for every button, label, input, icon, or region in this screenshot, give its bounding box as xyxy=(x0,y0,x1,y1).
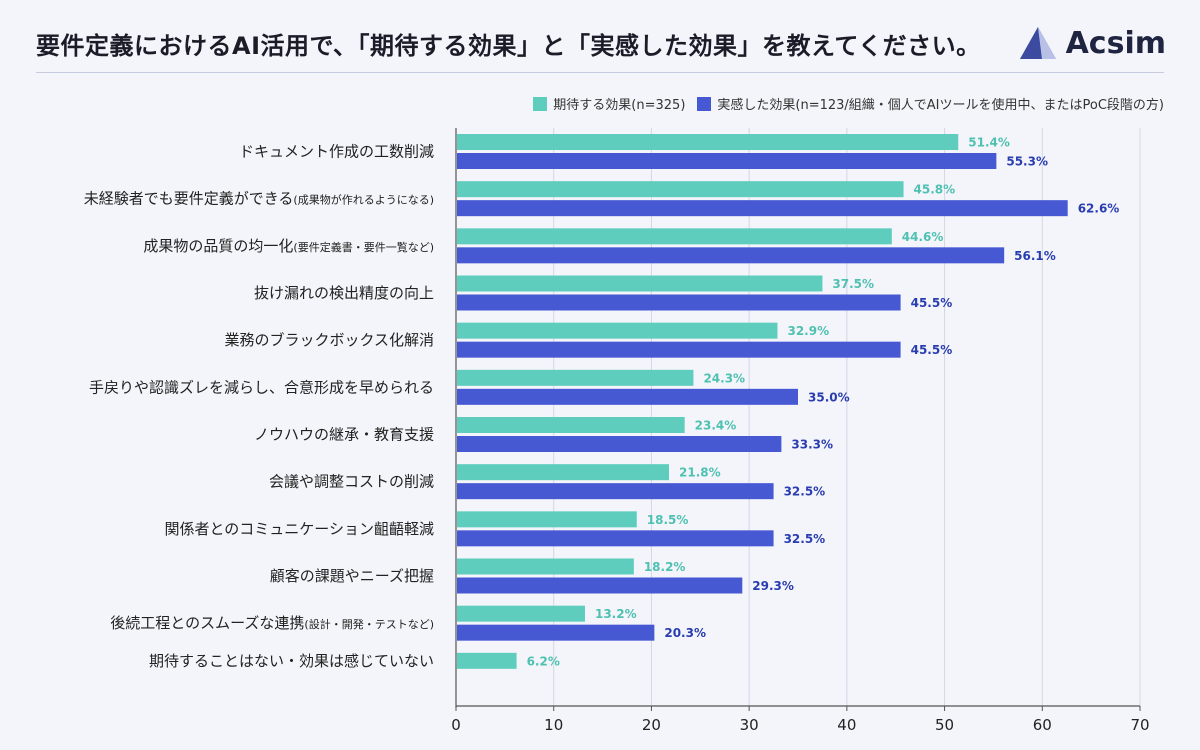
category-label-main: 後続工程とのスムーズな連携 xyxy=(110,614,304,632)
logo-text: Acsim xyxy=(1065,25,1166,61)
brand-logo: Acsim xyxy=(1018,22,1166,64)
value-label-actual-8: 32.5% xyxy=(784,485,826,499)
category-label-9: 関係者とのコミュニケーション齟齬軽減 xyxy=(164,520,434,538)
value-label-actual-2: 62.6% xyxy=(1078,202,1120,216)
value-label-expected-10: 18.2% xyxy=(644,560,686,574)
category-label-10: 顧客の課題やニーズ把握 xyxy=(270,567,434,585)
x-tick-label-0: 0 xyxy=(451,716,461,734)
bar-expected-8 xyxy=(457,464,670,481)
value-label-expected-8: 21.8% xyxy=(679,466,721,480)
category-label-main: 手戻りや認識ズレを減らし、合意形成を早められる xyxy=(89,378,434,396)
header-divider xyxy=(36,72,1164,73)
bar-actual-2 xyxy=(457,200,1068,217)
chart-legend: 期待する効果(n=325) 実感した効果(n=123/組織・個人でAIツールを使… xyxy=(521,94,1164,113)
category-label-12: 期待することはない・効果は感じていない xyxy=(149,652,434,670)
bar-expected-6 xyxy=(457,369,694,386)
legend-swatch-expected xyxy=(533,96,548,111)
bar-expected-9 xyxy=(457,511,637,528)
category-label-8: 会議や調整コストの削減 xyxy=(269,473,434,491)
category-label-main: ドキュメント作成の工数削減 xyxy=(239,143,434,161)
bar-expected-1 xyxy=(457,134,959,150)
category-label-11: 後続工程とのスムーズな連携(設計・開発・テストなど) xyxy=(110,614,434,632)
bar-actual-5 xyxy=(457,341,901,358)
value-label-actual-7: 33.3% xyxy=(791,438,833,452)
value-label-expected-2: 45.8% xyxy=(914,183,956,197)
category-label-6: 手戻りや認識ズレを減らし、合意形成を早められる xyxy=(89,378,434,396)
value-label-expected-5: 32.9% xyxy=(787,324,829,338)
bar-expected-4 xyxy=(457,275,823,292)
bar-actual-4 xyxy=(457,294,901,311)
bar-actual-8 xyxy=(457,483,774,500)
value-label-expected-3: 44.6% xyxy=(902,230,944,244)
value-label-expected-12: 6.2% xyxy=(527,654,560,668)
value-label-expected-7: 23.4% xyxy=(695,419,737,433)
category-label-5: 業務のブラックボックス化解消 xyxy=(224,331,434,349)
category-label-2: 未経験者でも要件定義ができる(成果物が作れるようになる) xyxy=(84,190,434,208)
value-label-actual-10: 29.3% xyxy=(752,579,794,593)
bar-actual-6 xyxy=(457,388,798,405)
bar-expected-5 xyxy=(457,322,778,339)
x-tick-label-20: 20 xyxy=(642,716,661,734)
value-label-expected-9: 18.5% xyxy=(647,513,689,527)
x-tick-label-30: 30 xyxy=(740,716,759,734)
bar-expected-12 xyxy=(457,652,517,669)
bar-expected-3 xyxy=(457,228,892,245)
x-tick-label-50: 50 xyxy=(935,716,954,734)
bar-actual-3 xyxy=(457,247,1005,264)
legend-label-expected: 期待する効果(n=325) xyxy=(553,98,686,113)
bar-actual-11 xyxy=(457,624,655,641)
category-label-main: ノウハウの継承・教育支援 xyxy=(254,426,434,444)
bar-actual-9 xyxy=(457,530,774,547)
category-label-1: ドキュメント作成の工数削減 xyxy=(239,143,434,161)
value-label-expected-11: 13.2% xyxy=(595,607,637,621)
value-label-expected-1: 51.4% xyxy=(968,136,1010,150)
category-label-main: 成果物の品質の均一化 xyxy=(143,237,293,255)
category-label-sub: (成果物が作れるようになる) xyxy=(293,193,434,207)
value-label-actual-4: 45.5% xyxy=(911,296,953,310)
bar-expected-7 xyxy=(457,417,685,433)
bar-actual-10 xyxy=(457,577,743,594)
category-label-main: 期待することはない・効果は感じていない xyxy=(149,652,434,670)
value-label-expected-4: 37.5% xyxy=(832,277,874,291)
x-tick-label-70: 70 xyxy=(1130,716,1149,734)
category-label-4: 抜け漏れの検出精度の向上 xyxy=(254,284,434,302)
value-label-actual-11: 20.3% xyxy=(664,626,706,640)
category-label-main: 業務のブラックボックス化解消 xyxy=(224,331,434,349)
value-label-actual-9: 32.5% xyxy=(784,532,826,546)
category-label-main: 顧客の課題やニーズ把握 xyxy=(270,567,434,585)
bar-actual-7 xyxy=(457,436,782,452)
legend-swatch-actual xyxy=(697,96,712,111)
bar-expected-10 xyxy=(457,558,634,575)
category-label-sub: (設計・開発・テストなど) xyxy=(304,617,434,631)
acsim-logo-icon xyxy=(1019,27,1056,59)
value-label-actual-6: 35.0% xyxy=(808,390,850,404)
category-label-3: 成果物の品質の均一化(要件定義書・要件一覧など) xyxy=(143,237,434,255)
bar-expected-11 xyxy=(457,605,585,622)
category-label-main: 未経験者でも要件定義ができる xyxy=(84,190,294,208)
legend-item-expected: 期待する効果(n=325) xyxy=(533,94,685,113)
category-label-main: 会議や調整コストの削減 xyxy=(269,473,434,491)
category-label-sub: (要件定義書・要件一覧など) xyxy=(293,240,434,254)
x-tick-label-10: 10 xyxy=(544,716,563,734)
value-label-expected-6: 24.3% xyxy=(703,371,745,385)
x-tick-label-40: 40 xyxy=(837,716,856,734)
page-title: 要件定義におけるAI活用で、「期待する効果」と「実感した効果」を教えてください。 xyxy=(36,32,981,60)
value-label-actual-3: 56.1% xyxy=(1014,249,1056,263)
x-tick-label-60: 60 xyxy=(1033,716,1052,734)
value-label-actual-5: 45.5% xyxy=(911,343,953,357)
legend-label-actual: 実感した効果(n=123/組織・個人でAIツールを使用中、またはPoC段階の方) xyxy=(717,98,1164,113)
category-label-7: ノウハウの継承・教育支援 xyxy=(254,426,434,444)
bar-actual-1 xyxy=(457,153,997,169)
value-label-actual-1: 55.3% xyxy=(1006,155,1048,169)
category-label-main: 抜け漏れの検出精度の向上 xyxy=(254,284,434,302)
category-label-main: 関係者とのコミュニケーション齟齬軽減 xyxy=(164,520,434,538)
bar-expected-2 xyxy=(457,181,904,198)
legend-item-actual: 実感した効果(n=123/組織・個人でAIツールを使用中、またはPoC段階の方) xyxy=(697,94,1164,113)
header: 要件定義におけるAI活用で、「期待する効果」と「実感した効果」を教えてください。… xyxy=(36,20,1166,72)
